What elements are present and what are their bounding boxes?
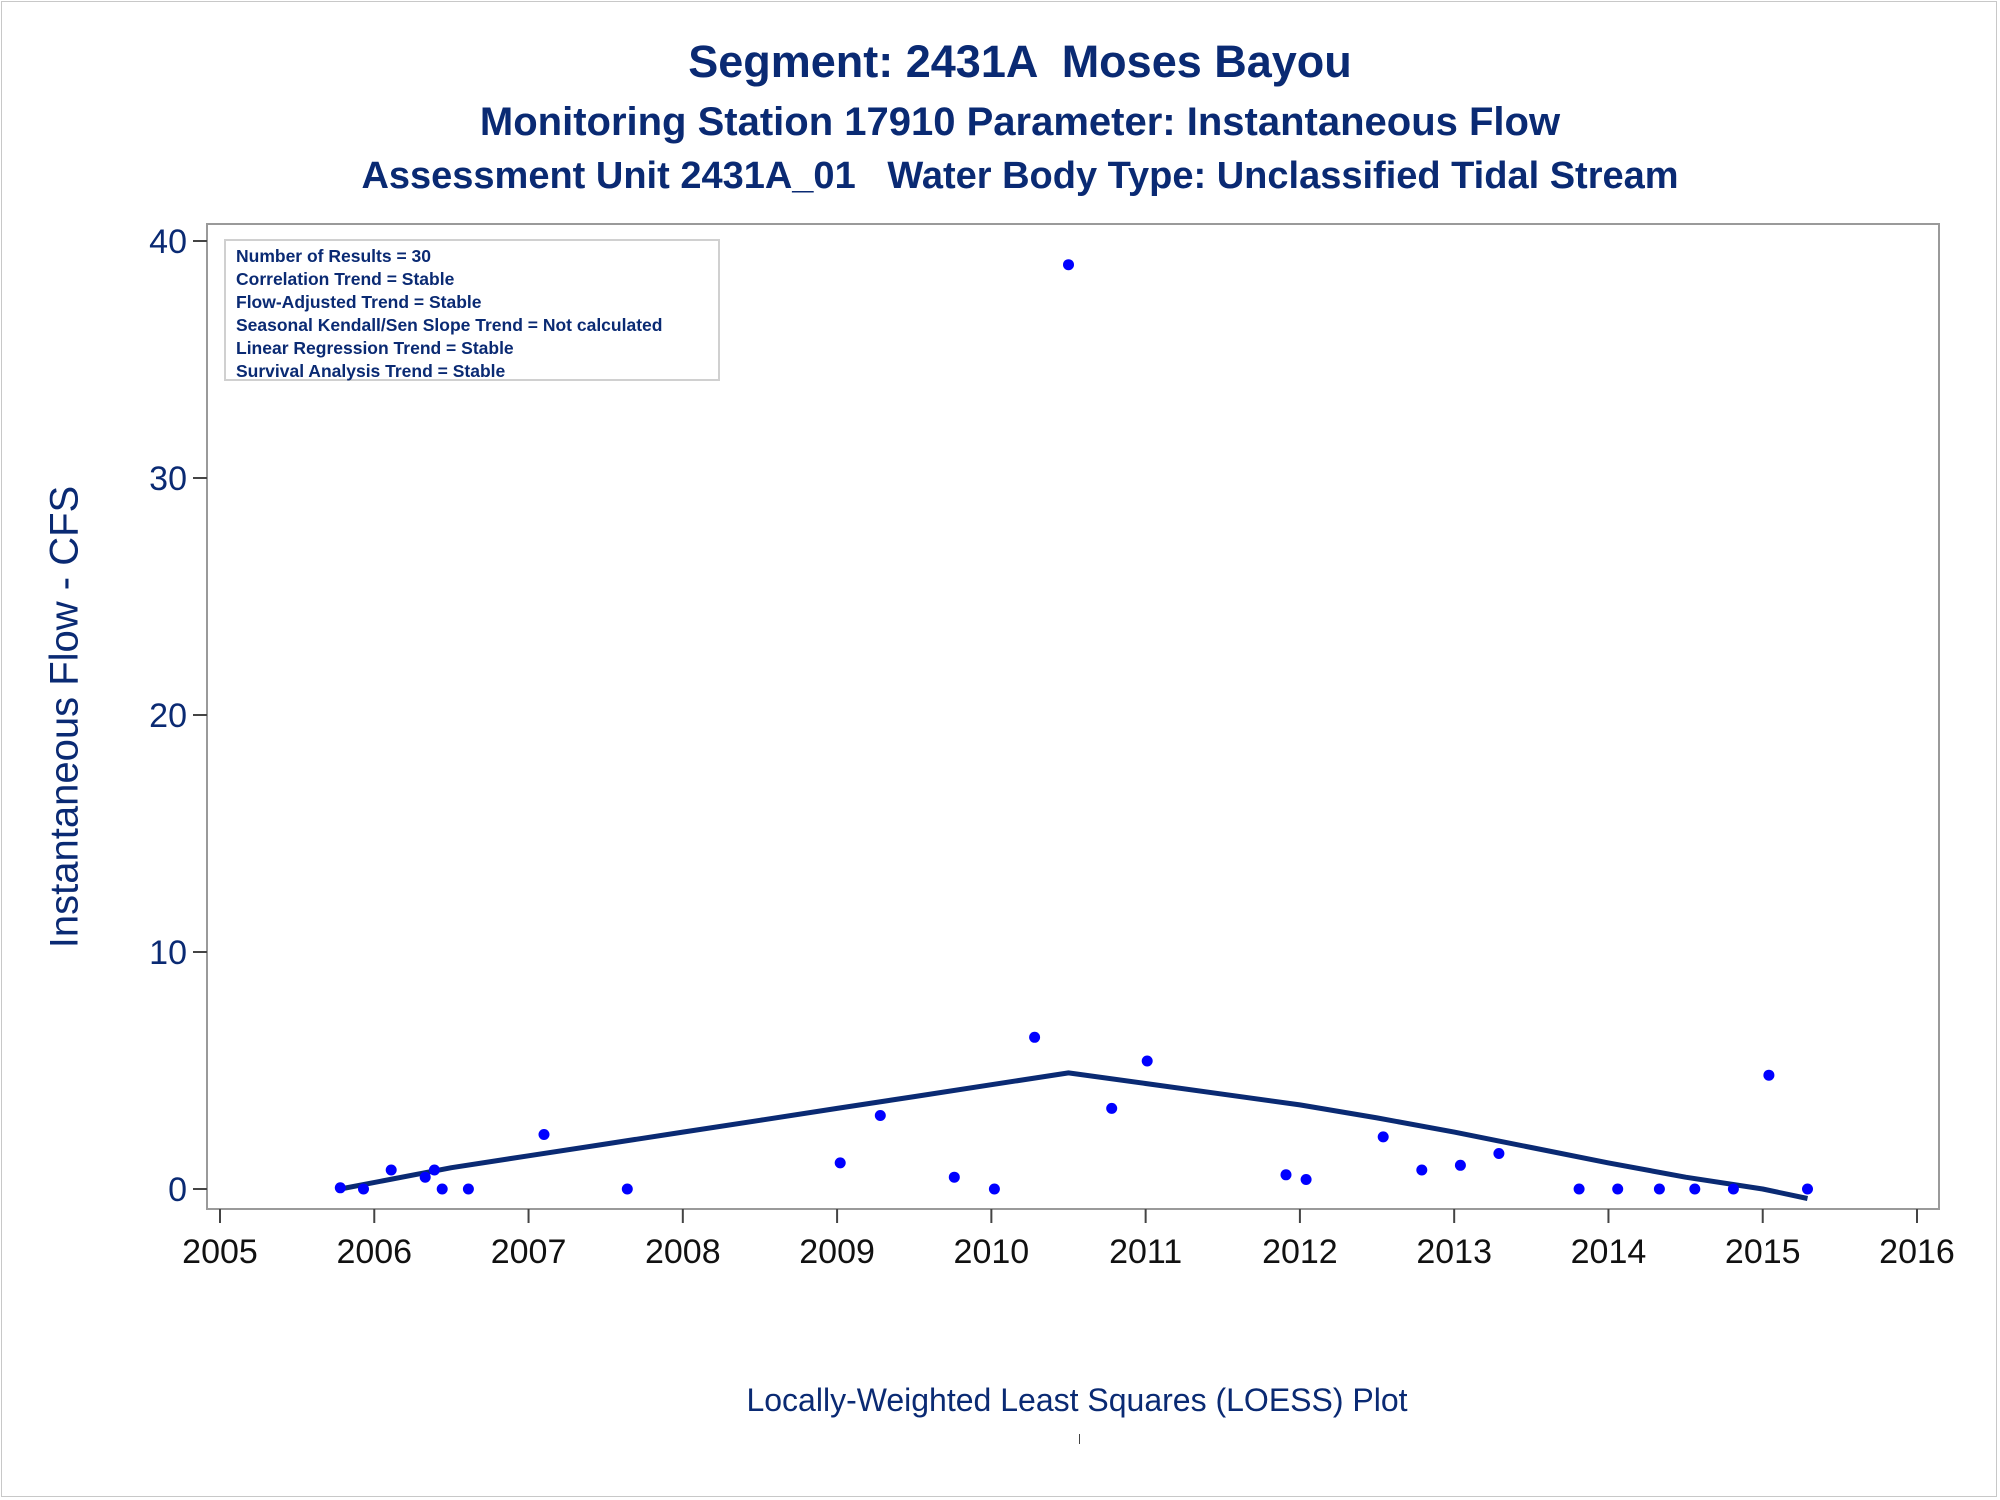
loess-trend-line [339, 1070, 1809, 1201]
data-point [1063, 259, 1074, 271]
x-tick-label: 2005 [182, 1233, 258, 1271]
data-point [538, 1129, 550, 1140]
data-point [621, 1183, 633, 1195]
data-point [1612, 1183, 1624, 1195]
chart-title: Segment: 2431A Moses Bayou [688, 36, 1352, 87]
y-tick-label: 20 [149, 697, 187, 735]
data-point [1141, 1055, 1153, 1067]
data-point [1377, 1131, 1389, 1143]
x-tick-label: 2013 [1416, 1233, 1492, 1271]
data-point [419, 1171, 431, 1183]
y-tick-label: 30 [149, 460, 187, 498]
data-point [1454, 1159, 1466, 1171]
x-tick-label: 2009 [799, 1233, 875, 1271]
y-tick-label: 40 [149, 223, 187, 261]
x-axis-label: Locally-Weighted Least Squares (LOESS) P… [746, 1382, 1408, 1418]
data-point [436, 1183, 448, 1195]
x-tick-label: 2015 [1725, 1233, 1801, 1271]
x-tick-label: 2012 [1262, 1233, 1338, 1271]
data-point [1653, 1183, 1665, 1195]
x-tick-label: 2016 [1879, 1233, 1955, 1271]
data-point [874, 1110, 886, 1121]
stats-correlation-trend: Correlation Trend = Stable [236, 269, 455, 289]
y-tick-label: 0 [168, 1171, 187, 1209]
stats-linear-regression-trend: Linear Regression Trend = Stable [236, 338, 514, 358]
data-point [385, 1164, 397, 1176]
y-axis-label: Instantaneous Flow - CFS [42, 485, 87, 949]
data-point [1300, 1174, 1312, 1185]
data-point [1029, 1031, 1041, 1043]
data-point [834, 1157, 846, 1169]
x-tick-label: 2008 [645, 1233, 721, 1271]
trend-stats-box: Number of Results = 30 Correlation Trend… [224, 239, 720, 381]
data-point [1802, 1183, 1813, 1195]
data-point [334, 1182, 346, 1194]
data-point [358, 1183, 369, 1195]
chart-subtitle-assessment: Assessment Unit 2431A_01 Water Body Type… [361, 155, 1679, 197]
data-point [1106, 1102, 1118, 1114]
data-point [1763, 1069, 1775, 1081]
footnote-tick-mark [1079, 1434, 1080, 1444]
data-point [988, 1183, 1000, 1195]
x-tick-label: 2010 [954, 1233, 1030, 1271]
data-point [462, 1183, 474, 1195]
stats-seasonal-kendall-trend: Seasonal Kendall/Sen Slope Trend = Not c… [236, 315, 663, 335]
data-point [1493, 1148, 1505, 1159]
x-tick-label: 2014 [1571, 1233, 1647, 1271]
data-point [1689, 1183, 1701, 1195]
x-tick-label: 2006 [336, 1233, 412, 1271]
chart-subtitle-station: Monitoring Station 17910 Parameter: Inst… [479, 100, 1561, 144]
stats-results-count: Number of Results = 30 [236, 246, 431, 266]
plot-area-frame [206, 223, 1940, 1210]
x-tick-label: 2011 [1109, 1233, 1182, 1271]
data-point [948, 1171, 960, 1183]
y-tick-label: 10 [149, 934, 187, 972]
data-point [1280, 1169, 1292, 1181]
data-point [428, 1164, 440, 1176]
stats-flow-adjusted-trend: Flow-Adjusted Trend = Stable [236, 292, 482, 312]
stats-survival-analysis-trend: Survival Analysis Trend = Stable [236, 361, 506, 381]
data-point [1727, 1183, 1739, 1195]
data-point [1416, 1164, 1428, 1176]
data-point [1573, 1183, 1585, 1195]
x-tick-label: 2007 [491, 1233, 567, 1271]
